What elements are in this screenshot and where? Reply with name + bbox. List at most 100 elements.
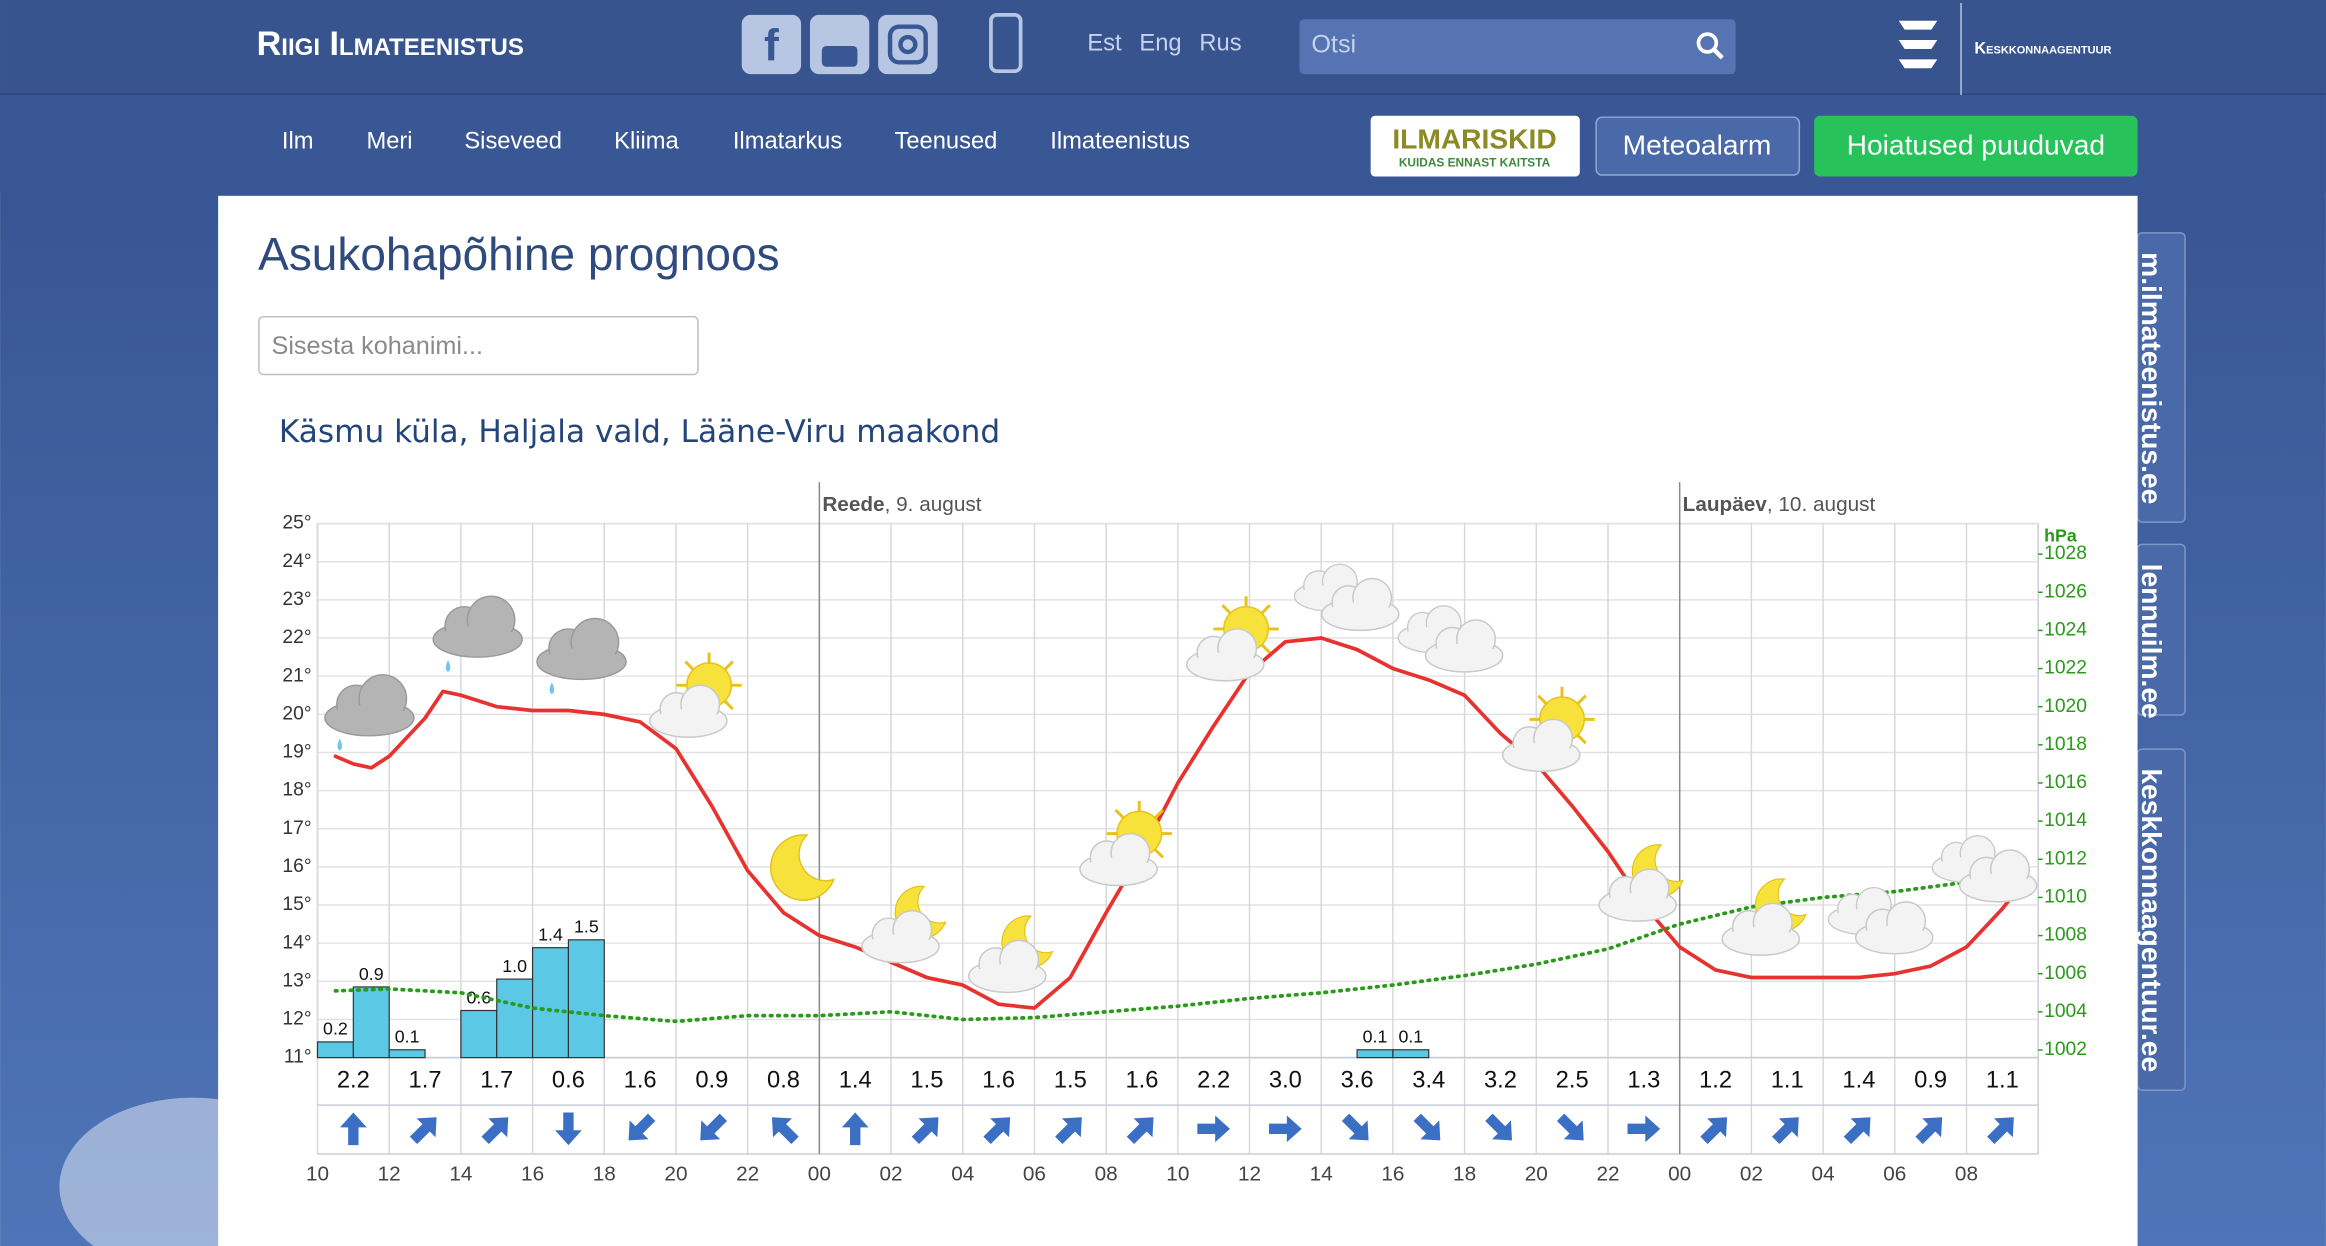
wind-speed: 1.6 <box>1125 1068 1158 1094</box>
nav-item[interactable]: Kliima <box>614 129 679 155</box>
y2-tick-label: 1022 <box>2044 658 2087 679</box>
x-tick-label: 16 <box>521 1162 544 1185</box>
x-tick-label: 08 <box>1955 1162 1978 1185</box>
nav-item[interactable]: Meri <box>366 129 412 155</box>
x-tick-label: 10 <box>1166 1162 1189 1185</box>
wind-arrow <box>911 1117 939 1145</box>
wind-speed: 1.4 <box>839 1068 872 1094</box>
wind-arrow <box>1413 1113 1441 1141</box>
side-tab-label: m.ilmateenistus.ee <box>2136 252 2168 504</box>
precipitation-label: 1.0 <box>502 956 527 976</box>
warnings-button[interactable] <box>1814 115 2138 177</box>
wind-speed: 1.7 <box>480 1068 513 1094</box>
y2-tick-label: 1008 <box>2044 925 2087 946</box>
day-name: Laupäev <box>1683 493 1768 516</box>
y2-tick-label: 1004 <box>2044 1001 2087 1022</box>
y-tick-label: 25° <box>282 513 311 534</box>
precipitation-label: 0.9 <box>359 964 384 984</box>
location: Käsmu küla, Haljala vald, Lääne-Viru maa… <box>279 414 1000 450</box>
meteoalarm-button[interactable] <box>1595 116 1801 176</box>
wind-speed: 3.4 <box>1412 1068 1445 1094</box>
wind-speed: 3.2 <box>1484 1068 1517 1094</box>
y2-axis-label: hPa <box>2044 526 2077 546</box>
y2-tick-label: 1006 <box>2044 963 2087 984</box>
wind-speed: 1.2 <box>1699 1068 1732 1094</box>
x-tick-label: 22 <box>1596 1162 1619 1185</box>
precipitation-bar <box>316 1041 354 1059</box>
wind-arrow <box>1556 1113 1584 1141</box>
search-icon[interactable] <box>1696 32 1719 54</box>
x-tick-label: 00 <box>1668 1162 1691 1185</box>
x-tick-label: 20 <box>664 1162 687 1185</box>
y-tick-label: 14° <box>282 932 311 953</box>
wind-arrow <box>555 1112 582 1146</box>
day-label: Reede, 9. august <box>822 493 981 516</box>
brand[interactable]: Riigi Ilmateenistus <box>257 25 524 63</box>
x-tick-label: 00 <box>808 1162 831 1185</box>
wind-arrow <box>1126 1117 1154 1145</box>
x-tick-label: 22 <box>736 1162 759 1185</box>
x-tick-label: 02 <box>880 1162 903 1185</box>
y2-tick-label: 1020 <box>2044 696 2087 717</box>
instagram-lens <box>898 34 918 55</box>
facebook-icon[interactable] <box>741 14 802 75</box>
y2-tick-label: 1010 <box>2044 887 2087 908</box>
precipitation-bar <box>1356 1049 1394 1059</box>
wind-speed: 1.1 <box>1771 1068 1804 1094</box>
wind-speed: 1.4 <box>1842 1068 1875 1094</box>
y-tick-label: 24° <box>282 551 311 572</box>
nav-item[interactable]: Ilm <box>282 129 314 155</box>
y-tick-label: 20° <box>282 703 311 724</box>
wind-speed: 0.6 <box>552 1068 585 1094</box>
wind-speed: 1.3 <box>1627 1068 1660 1094</box>
precipitation-bar <box>567 939 605 1059</box>
nav-item[interactable]: Ilmatarkus <box>733 129 842 155</box>
language-link[interactable]: Eng <box>1139 31 1181 57</box>
wind-arrow <box>1843 1117 1871 1145</box>
x-tick-label: 04 <box>951 1162 974 1185</box>
search-box[interactable] <box>1299 19 1736 75</box>
side-tab-label: keskkonnaagentuur.ee <box>2136 768 2168 1072</box>
wind-arrow <box>1772 1117 1799 1145</box>
nav-item[interactable]: Siseveed <box>464 129 562 155</box>
agency-name[interactable]: Keskkonnaagentuur <box>1974 39 2111 57</box>
wind-speed: 1.5 <box>910 1068 943 1094</box>
language-link[interactable]: Est <box>1087 31 1122 57</box>
precipitation-bar <box>496 978 534 1059</box>
y-tick-label: 12° <box>282 1009 311 1030</box>
warnings-label: Hoiatused puuduvad <box>1847 128 2105 160</box>
y-tick-label: 11° <box>284 1047 312 1068</box>
meteoalarm-label: Meteoalarm <box>1623 128 1772 160</box>
y-tick-label: 16° <box>282 856 311 877</box>
nav-item[interactable]: Teenused <box>895 129 998 155</box>
search-placeholder: Otsi <box>1311 31 1356 59</box>
y2-tick-label: 1024 <box>2044 620 2087 641</box>
wind-arrow <box>1269 1115 1302 1143</box>
side-tab-label: lennuilm.ee <box>2136 564 2168 719</box>
y-tick-label: 18° <box>282 780 311 801</box>
ilmariskid-badge[interactable] <box>1370 115 1580 177</box>
y-tick-label: 15° <box>282 894 311 915</box>
wind-speed: 1.7 <box>409 1068 442 1094</box>
day-date: , 10. august <box>1767 493 1876 516</box>
wind-arrow <box>1055 1117 1082 1145</box>
precipitation-label: 0.1 <box>395 1027 420 1047</box>
mobile-icon[interactable] <box>989 12 1023 74</box>
wind-speed: 1.5 <box>1054 1068 1087 1094</box>
place-input[interactable] <box>258 315 699 376</box>
wind-arrow <box>841 1112 869 1146</box>
x-tick-label: 06 <box>1023 1162 1046 1185</box>
precipitation-bar <box>352 986 390 1059</box>
x-tick-label: 20 <box>1525 1162 1548 1185</box>
x-tick-label: 06 <box>1883 1162 1906 1185</box>
language-link[interactable]: Rus <box>1199 31 1241 57</box>
wind-arrow <box>771 1117 799 1145</box>
nav-item[interactable]: Ilmateenistus <box>1050 129 1190 155</box>
precipitation-label: 0.1 <box>1398 1027 1423 1047</box>
y-tick-label: 22° <box>282 627 311 648</box>
wind-speed: 0.8 <box>767 1068 800 1094</box>
y2-tick-label: 1018 <box>2044 734 2087 755</box>
instagram-icon[interactable] <box>878 14 938 75</box>
x-tick-label: 12 <box>378 1162 401 1185</box>
